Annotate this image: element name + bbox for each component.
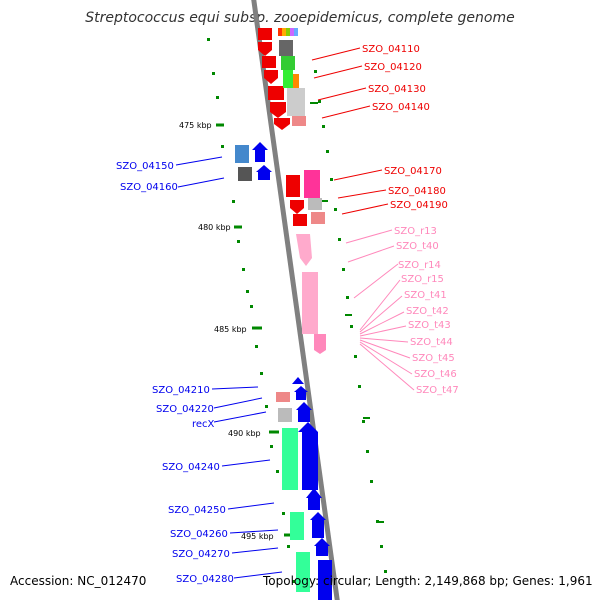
pink-gene-labels	[345, 229, 415, 391]
label-szo-t43: SZO_t43	[408, 320, 451, 331]
label-recx: recX	[192, 419, 215, 430]
tick-label-490: 490 kbp	[228, 429, 261, 438]
label-szo-04190: SZO_04190	[390, 200, 448, 211]
label-szo-04110: SZO_04110	[362, 44, 420, 55]
top-feature-strip	[278, 28, 298, 36]
label-szo-04250: SZO_04250	[168, 505, 226, 516]
label-szo-04140: SZO_04140	[372, 102, 430, 113]
gene-cluster-rrna	[296, 234, 326, 354]
blue-gene-label-text: SZO_04150 SZO_04160 SZO_04210 SZO_04220 …	[116, 161, 234, 585]
map-title: Streptococcus equi subsp. zooepidemicus,…	[85, 10, 515, 26]
gene-cluster-04170	[286, 170, 325, 226]
minor-ticks	[310, 102, 384, 523]
tick-label-475: 475 kbp	[179, 121, 212, 130]
major-ticks	[216, 123, 294, 537]
gene-cluster-04240	[282, 422, 318, 490]
label-szo-t45: SZO_t45	[412, 353, 455, 364]
gene-cluster-04210	[276, 377, 312, 422]
label-szo-04280: SZO_04280	[176, 574, 234, 585]
label-szo-t47: SZO_t47	[416, 385, 459, 396]
label-szo-04180: SZO_04180	[388, 186, 446, 197]
topology-text: Topology: circular; Length: 2,149,868 bp…	[263, 574, 593, 588]
label-szo-r15: SZO_r15	[401, 274, 444, 285]
tick-label-485: 485 kbp	[214, 325, 247, 334]
label-szo-r14: SZO_r14	[398, 260, 441, 271]
label-szo-t44: SZO_t44	[410, 337, 453, 348]
label-szo-r13: SZO_r13	[394, 226, 437, 237]
label-szo-04220: SZO_04220	[156, 404, 214, 415]
label-szo-04120: SZO_04120	[364, 62, 422, 73]
red-gene-labels: SZO_04110 SZO_04120 SZO_04130 SZO_04140 …	[311, 44, 448, 215]
tick-labels: 475 kbp 480 kbp 485 kbp 490 kbp 495 kbp	[179, 121, 274, 541]
accession-text: Accession: NC_012470	[10, 574, 147, 588]
tick-label-480: 480 kbp	[198, 223, 231, 232]
gene-cluster-red-top	[258, 28, 306, 130]
tick-dots-left	[207, 38, 295, 583]
label-szo-04240: SZO_04240	[162, 462, 220, 473]
tick-label-495: 495 kbp	[241, 532, 274, 541]
label-szo-04210: SZO_04210	[152, 385, 210, 396]
label-szo-t42: SZO_t42	[406, 306, 449, 317]
gene-cluster-04150	[235, 142, 272, 181]
genome-backbone	[251, 0, 340, 600]
label-szo-04260: SZO_04260	[170, 529, 228, 540]
gene-cluster-04250	[290, 488, 332, 600]
blue-gene-labels	[175, 156, 283, 579]
pink-gene-label-text: SZO_r13 SZO_t40 SZO_r14 SZO_r15 SZO_t41 …	[394, 226, 459, 396]
label-szo-04150: SZO_04150	[116, 161, 174, 172]
label-szo-04130: SZO_04130	[368, 84, 426, 95]
label-szo-t40: SZO_t40	[396, 241, 439, 252]
label-szo-t46: SZO_t46	[414, 369, 457, 380]
label-szo-04160: SZO_04160	[120, 182, 178, 193]
label-szo-04270: SZO_04270	[172, 549, 230, 560]
label-szo-t41: SZO_t41	[404, 290, 447, 301]
label-szo-04170: SZO_04170	[384, 166, 442, 177]
